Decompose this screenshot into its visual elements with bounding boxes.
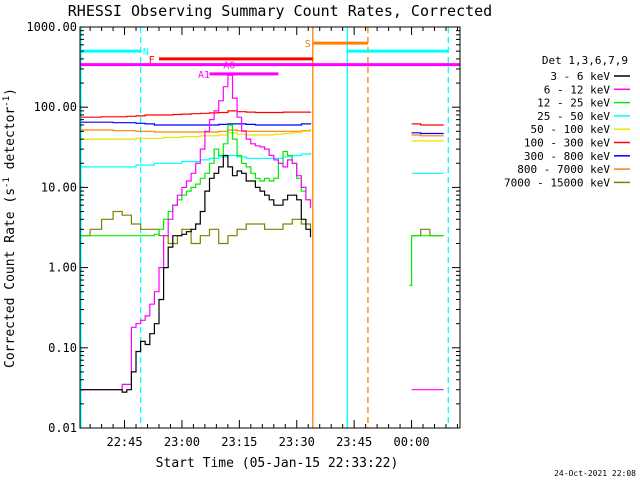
series-lines <box>80 74 444 393</box>
series-line <box>80 124 312 237</box>
x-tick-label: 00:00 <box>393 435 429 449</box>
y-tick-label: 1000.00 <box>26 20 77 34</box>
series-line <box>80 74 312 391</box>
y-tick-label: 100.00 <box>34 100 77 114</box>
y-axis-label-main: Corrected Count Rate (s <box>3 188 18 368</box>
series-line <box>80 154 312 393</box>
y-axis-label-close: ) <box>3 88 18 96</box>
y-axis-label-sup2: -1 <box>2 96 12 107</box>
y-axis-label-sup: -1 <box>2 177 12 188</box>
x-tick-label: 23:45 <box>336 435 372 449</box>
y-axis-label-space <box>3 169 18 177</box>
series-line <box>411 123 444 126</box>
y-tick-label: 0.10 <box>48 341 77 355</box>
series-line <box>80 130 312 140</box>
y-tick-label: 10.00 <box>41 180 77 194</box>
y-tick-label: 0.01 <box>48 421 77 435</box>
timestamp: 24-Oct-2021 22:08 <box>554 469 636 478</box>
series-line <box>80 210 312 245</box>
y-axis-label: Corrected Count Rate (s-1 detector-1) <box>2 88 18 368</box>
y-tick-label: 1.00 <box>48 261 77 275</box>
legend-entry-label: 3 - 6 keV <box>550 70 610 83</box>
legend-entry-label: 12 - 25 keV <box>537 97 610 110</box>
x-tick-label: 22:45 <box>106 435 142 449</box>
plot-frame <box>79 26 461 429</box>
flag-label: S <box>305 39 311 50</box>
legend-entry-label: 25 - 50 keV <box>537 110 610 123</box>
flag-label: A0 <box>223 61 235 72</box>
legend-entry-label: 6 - 12 keV <box>544 83 611 96</box>
chart-title: RHESSI Observing Summary Count Rates, Co… <box>68 2 492 20</box>
flag-label: N <box>143 47 149 58</box>
flag-label: F <box>149 55 155 66</box>
series-line <box>409 235 444 286</box>
series-line <box>411 228 444 237</box>
flag-label: A1 <box>198 70 210 81</box>
legend-title: Det 1,3,6,7,9 <box>542 54 628 67</box>
legend-entry-label: 7000 - 15000 keV <box>504 176 610 189</box>
series-line <box>411 134 444 137</box>
legend-entry-label: 300 - 800 keV <box>524 150 610 163</box>
x-tick-label: 23:15 <box>221 435 257 449</box>
series-line <box>80 110 312 118</box>
legend-entry-label: 100 - 300 keV <box>524 137 610 150</box>
series-line <box>80 129 312 133</box>
axes: 0.01 0.10 1.00 10.00 100.00 1000.00 22:45 23:00… <box>26 20 460 449</box>
legend-entry-label: 800 - 7000 keV <box>517 163 610 176</box>
x-tick-label: 23:30 <box>279 435 315 449</box>
x-tick-label: 23:00 <box>164 435 200 449</box>
x-axis-label: Start Time (05-Jan-15 22:33:22) <box>156 456 399 471</box>
y-axis-label-end: detector <box>3 107 18 170</box>
legend-entry-label: 50 - 100 keV <box>531 123 611 136</box>
series-line <box>411 132 444 135</box>
series-line <box>80 121 312 126</box>
flag-bars: NF S A0 A1 <box>80 39 460 81</box>
